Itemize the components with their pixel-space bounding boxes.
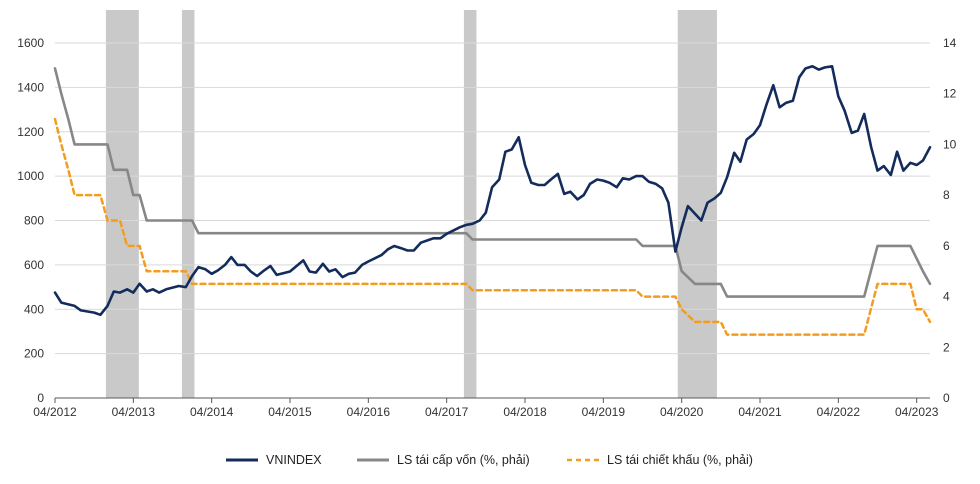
axes: 0 200 400 600 800 1000 1200 1400 1600 0 2 4 6 8 10 12 14… [17, 36, 956, 419]
y-left-tick-label: 1400 [17, 80, 44, 94]
shaded-period-4 [677, 10, 717, 398]
shaded-period-3 [463, 10, 477, 398]
x-tick-label: 04/2020 [660, 405, 704, 419]
legend-label-refinancing: LS tái cấp vốn (%, phải) [397, 453, 530, 467]
x-tick-label: 04/2022 [817, 405, 861, 419]
series-lines [53, 65, 932, 336]
legend-label-discount: LS tái chiết khấu (%, phải) [607, 453, 753, 467]
y-right-tick-label: 4 [943, 290, 950, 304]
y-right-tick-label: 12 [943, 87, 957, 101]
x-tick-label: 04/2016 [347, 405, 391, 419]
gridlines [55, 42, 930, 355]
y-right-tick-label: 8 [943, 188, 950, 202]
y-right-tick-label: 0 [943, 391, 950, 405]
shaded-periods [105, 10, 717, 398]
series-line-vnindex [53, 65, 932, 317]
x-tick-label: 04/2021 [738, 405, 782, 419]
x-tick-label: 04/2015 [268, 405, 312, 419]
x-tick-label: 04/2013 [112, 405, 156, 419]
y-right-tick-label: 10 [943, 137, 957, 151]
y-left-tick-label: 1200 [17, 125, 44, 139]
y-right-tick-label: 2 [943, 340, 950, 354]
x-tick-label: 04/2019 [582, 405, 626, 419]
y-left-tick-label: 200 [24, 347, 44, 361]
y-right-tick-label: 6 [943, 239, 950, 253]
y-left-tick-label: 400 [24, 302, 44, 316]
legend-label-vnindex: VNINDEX [266, 453, 322, 467]
x-tick-label: 04/2023 [895, 405, 939, 419]
legend-item-refinancing: LS tái cấp vốn (%, phải) [357, 453, 530, 467]
y-left-tick-label: 800 [24, 214, 44, 228]
legend: VNINDEX LS tái cấp vốn (%, phải) LS tái … [226, 453, 753, 467]
x-tick-label: 04/2018 [503, 405, 547, 419]
x-tick-label: 04/2012 [33, 405, 77, 419]
shaded-period-1 [105, 10, 139, 398]
shaded-period-2 [181, 10, 195, 398]
x-tick-label: 04/2017 [425, 405, 469, 419]
y-left-tick-label: 600 [24, 258, 44, 272]
y-right-tick-label: 14 [943, 36, 957, 50]
series-line-refinancing [53, 67, 932, 298]
series-line-discount [53, 117, 932, 336]
legend-item-discount: LS tái chiết khấu (%, phải) [567, 453, 753, 467]
legend-item-vnindex: VNINDEX [226, 453, 322, 467]
y-left-tick-label: 0 [37, 391, 44, 405]
y-left-tick-label: 1000 [17, 169, 44, 183]
x-tick-label: 04/2014 [190, 405, 234, 419]
y-left-tick-label: 1600 [17, 36, 44, 50]
